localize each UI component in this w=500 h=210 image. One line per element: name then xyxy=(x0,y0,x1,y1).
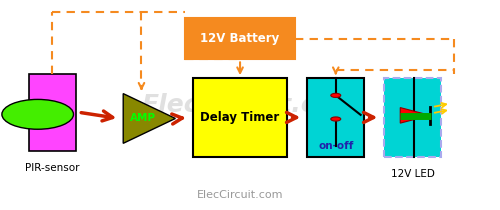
Text: Delay Timer: Delay Timer xyxy=(200,111,280,124)
FancyBboxPatch shape xyxy=(384,78,442,157)
Text: on-off: on-off xyxy=(318,140,354,151)
Polygon shape xyxy=(123,94,176,143)
Text: 12V LED: 12V LED xyxy=(391,169,435,179)
FancyBboxPatch shape xyxy=(193,78,288,157)
Text: 12V Battery: 12V Battery xyxy=(200,32,280,45)
Text: PIR-sensor: PIR-sensor xyxy=(25,163,80,173)
FancyBboxPatch shape xyxy=(186,18,295,59)
Text: ElecCircuit.com: ElecCircuit.com xyxy=(141,93,359,117)
Text: AMP: AMP xyxy=(130,113,156,123)
Circle shape xyxy=(2,99,74,129)
Circle shape xyxy=(331,117,340,121)
Text: ElecCircuit.com: ElecCircuit.com xyxy=(197,190,284,200)
FancyBboxPatch shape xyxy=(28,74,76,151)
Polygon shape xyxy=(400,108,430,123)
Circle shape xyxy=(331,93,340,97)
FancyBboxPatch shape xyxy=(307,78,364,157)
